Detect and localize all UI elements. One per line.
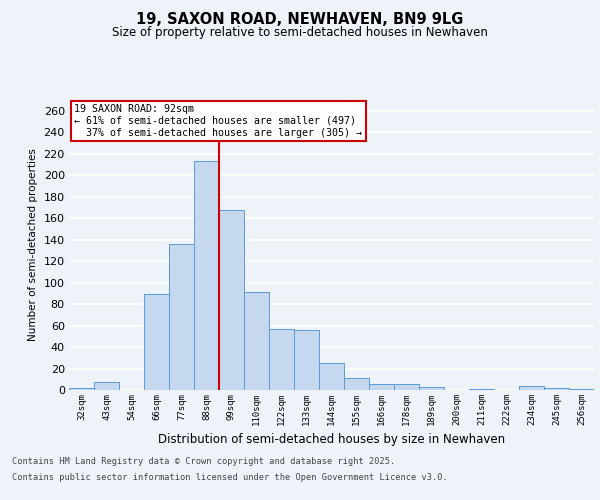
Text: Contains public sector information licensed under the Open Government Licence v3: Contains public sector information licen… bbox=[12, 472, 448, 482]
Bar bbox=[144, 294, 169, 390]
Text: Size of property relative to semi-detached houses in Newhaven: Size of property relative to semi-detach… bbox=[112, 26, 488, 39]
Bar bbox=[469, 389, 494, 390]
Text: Contains HM Land Registry data © Crown copyright and database right 2025.: Contains HM Land Registry data © Crown c… bbox=[12, 458, 395, 466]
Bar bbox=[244, 292, 269, 390]
Bar bbox=[569, 389, 594, 390]
Bar bbox=[544, 388, 569, 390]
Bar bbox=[394, 384, 419, 390]
Bar bbox=[219, 210, 244, 390]
Bar bbox=[194, 161, 219, 390]
Y-axis label: Number of semi-detached properties: Number of semi-detached properties bbox=[28, 148, 38, 342]
Bar bbox=[419, 387, 444, 390]
Text: 19, SAXON ROAD, NEWHAVEN, BN9 9LG: 19, SAXON ROAD, NEWHAVEN, BN9 9LG bbox=[136, 12, 464, 28]
Bar bbox=[69, 388, 94, 390]
Bar bbox=[294, 330, 319, 390]
Bar bbox=[269, 329, 294, 390]
Bar bbox=[369, 384, 394, 390]
Bar bbox=[344, 378, 369, 390]
Bar bbox=[94, 382, 119, 390]
X-axis label: Distribution of semi-detached houses by size in Newhaven: Distribution of semi-detached houses by … bbox=[158, 434, 505, 446]
Bar bbox=[319, 363, 344, 390]
Text: 19 SAXON ROAD: 92sqm
← 61% of semi-detached houses are smaller (497)
  37% of se: 19 SAXON ROAD: 92sqm ← 61% of semi-detac… bbox=[74, 104, 362, 138]
Bar bbox=[169, 244, 194, 390]
Bar bbox=[519, 386, 544, 390]
